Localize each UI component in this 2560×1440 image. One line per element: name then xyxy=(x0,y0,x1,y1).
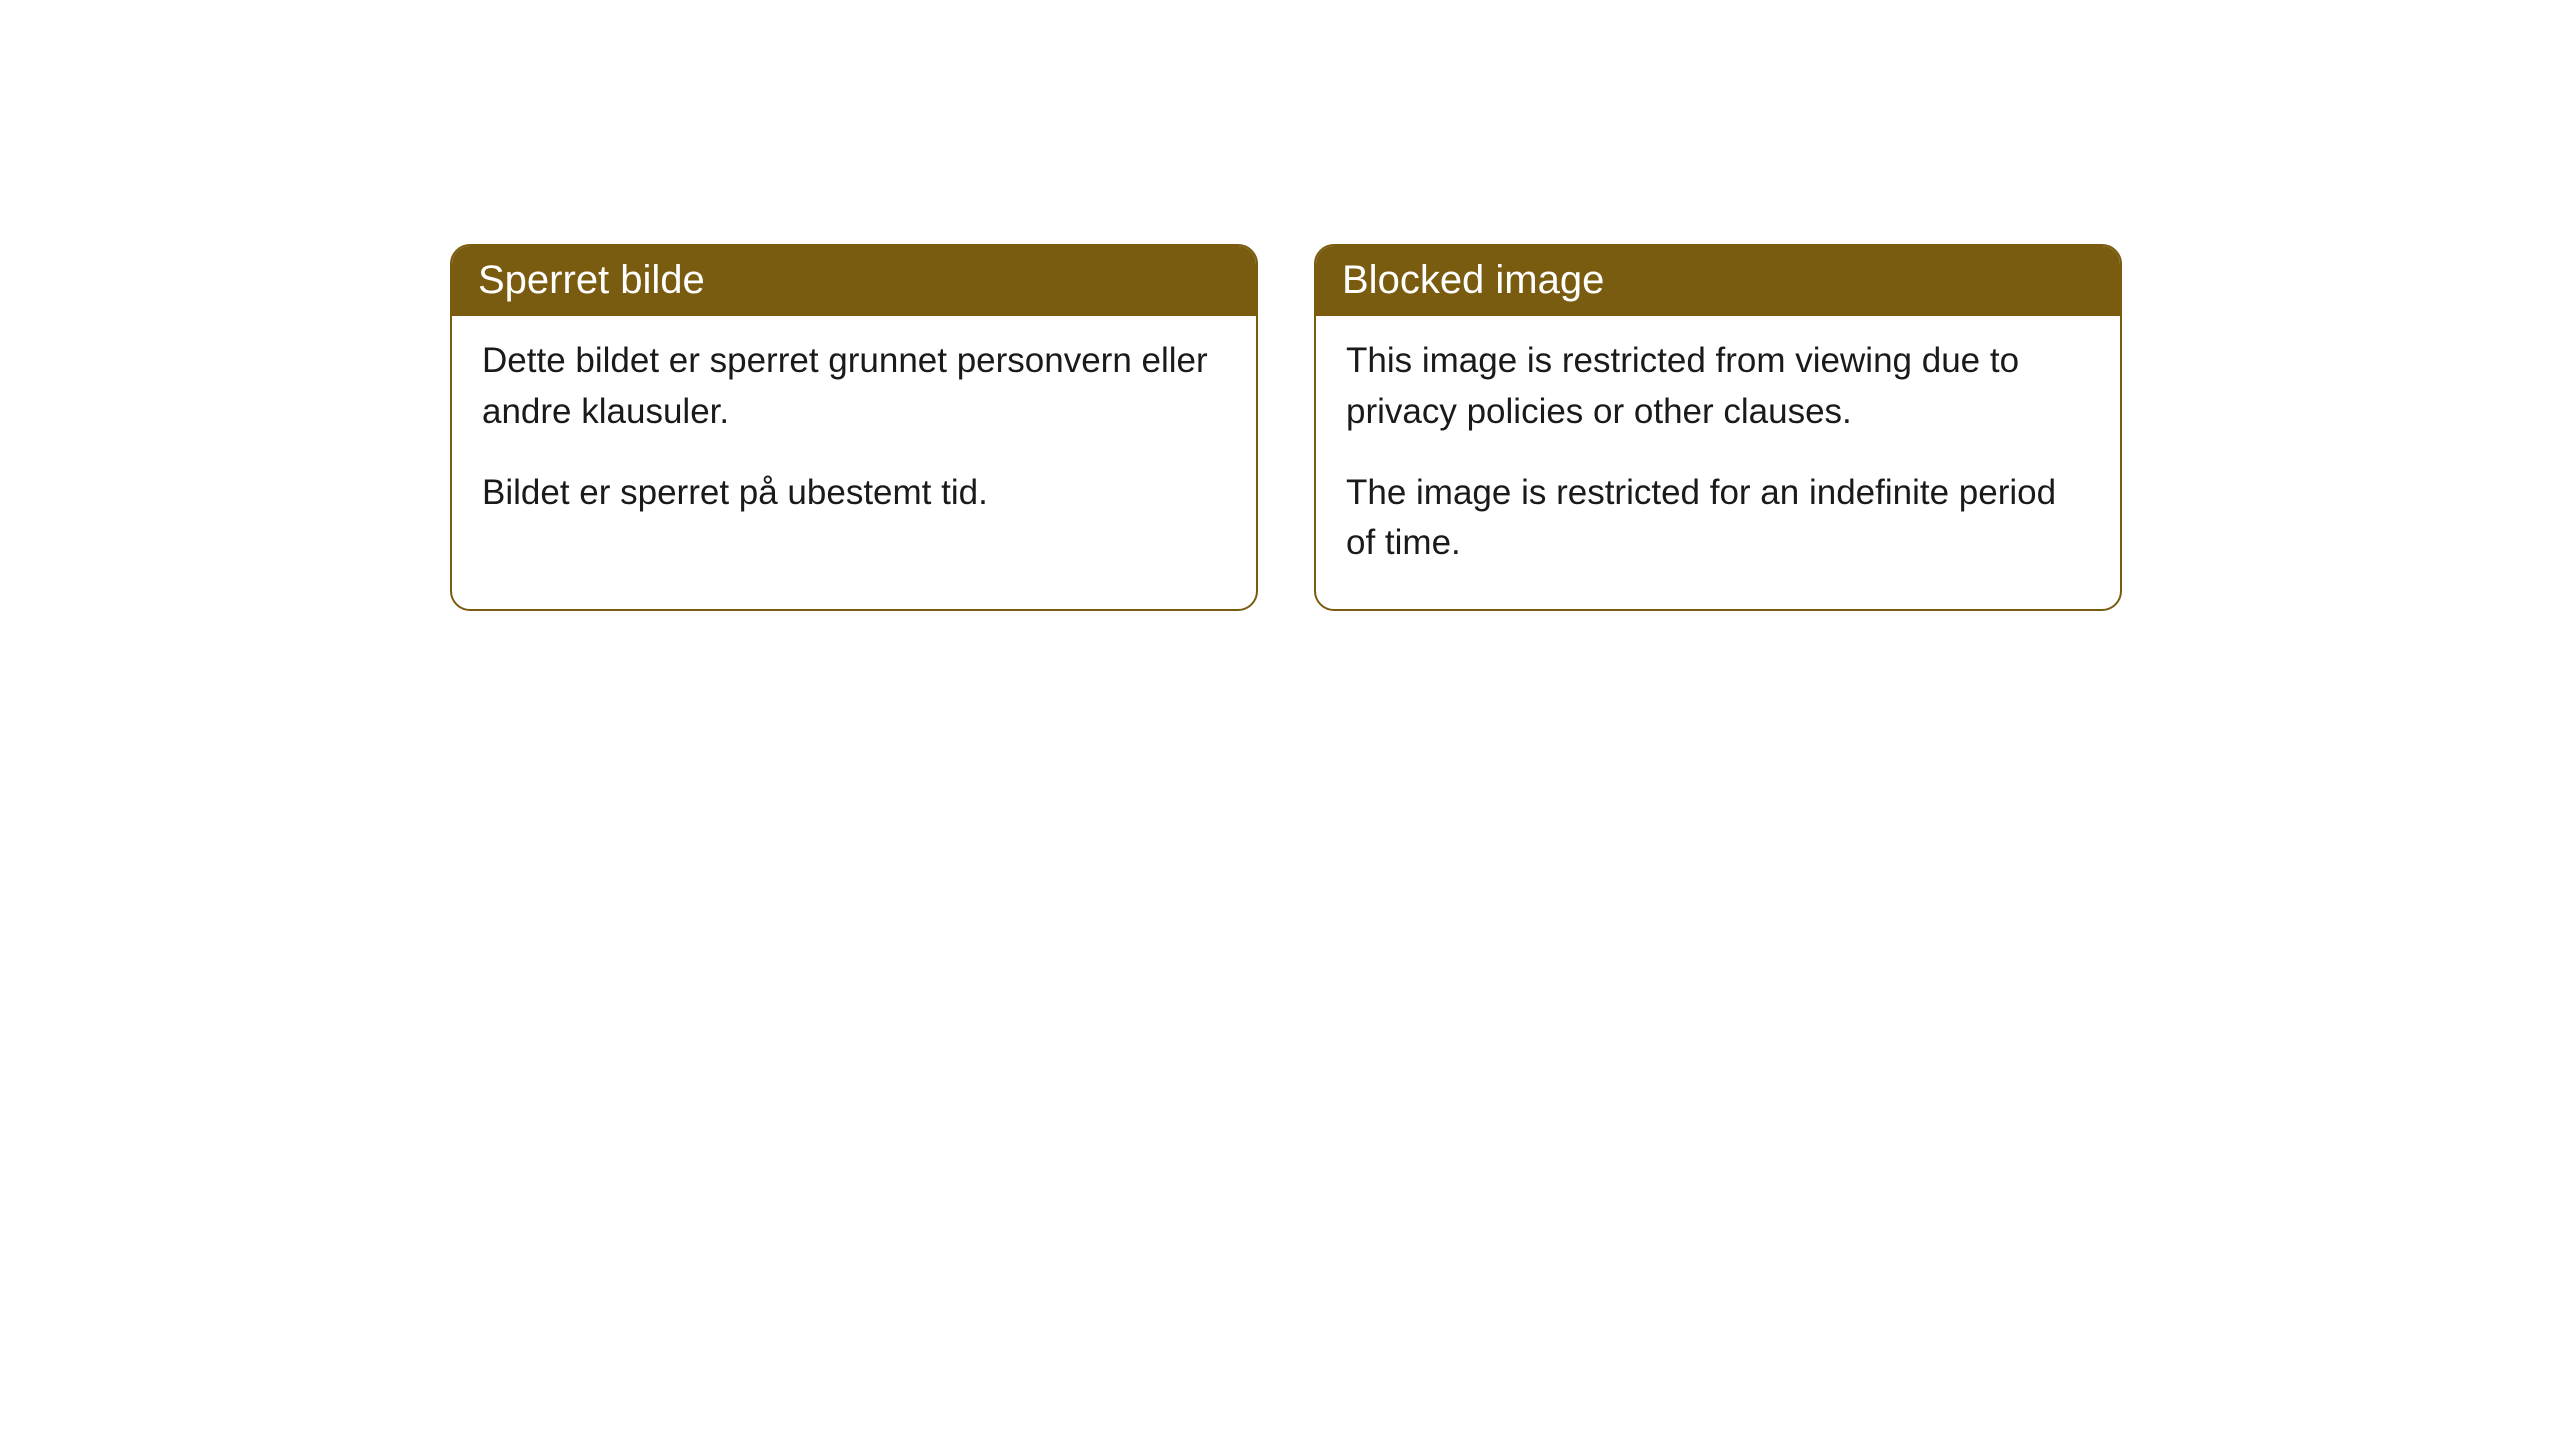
card-header-en: Blocked image xyxy=(1316,246,2120,316)
blocked-image-card-en: Blocked image This image is restricted f… xyxy=(1314,244,2122,611)
card-body-no: Dette bildet er sperret grunnet personve… xyxy=(452,316,1256,558)
card-paragraph: This image is restricted from viewing du… xyxy=(1346,336,2090,438)
card-body-en: This image is restricted from viewing du… xyxy=(1316,316,2120,609)
card-paragraph: The image is restricted for an indefinit… xyxy=(1346,468,2090,570)
notice-container: Sperret bilde Dette bildet er sperret gr… xyxy=(450,244,2560,611)
card-header-no: Sperret bilde xyxy=(452,246,1256,316)
card-paragraph: Dette bildet er sperret grunnet personve… xyxy=(482,336,1226,438)
blocked-image-card-no: Sperret bilde Dette bildet er sperret gr… xyxy=(450,244,1258,611)
card-paragraph: Bildet er sperret på ubestemt tid. xyxy=(482,468,1226,519)
